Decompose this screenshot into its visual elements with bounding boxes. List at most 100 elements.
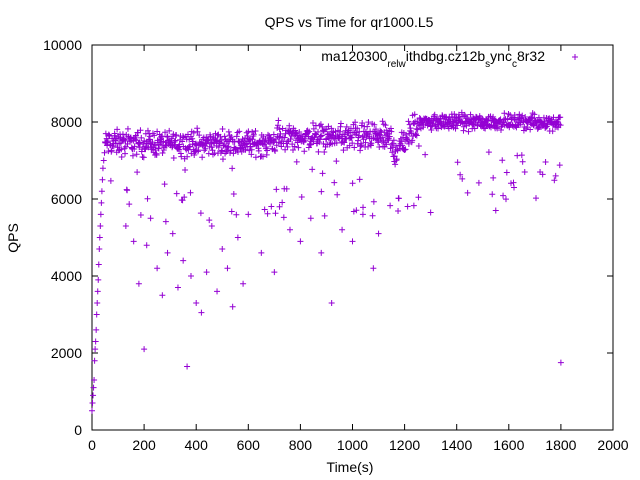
x-tick-label: 1800 <box>545 437 576 453</box>
data-point <box>483 116 490 123</box>
data-point <box>279 125 286 132</box>
data-point <box>414 126 421 133</box>
legend-fragment: w <box>398 59 407 70</box>
x-tick-label: 600 <box>237 437 261 453</box>
data-point <box>358 142 365 149</box>
legend-fragment: ithdbg.cz12b <box>406 48 486 64</box>
data-point <box>329 140 336 147</box>
data-point <box>249 136 256 143</box>
data-point <box>348 134 355 141</box>
data-point <box>377 127 384 134</box>
data-point <box>270 131 277 138</box>
data-point <box>246 147 253 154</box>
y-tick-label: 4000 <box>51 268 82 284</box>
x-tick-label: 1000 <box>337 437 368 453</box>
data-point <box>317 121 324 128</box>
data-point <box>301 148 308 155</box>
data-point <box>233 133 240 140</box>
data-point <box>452 114 459 121</box>
legend-fragment: 8r32 <box>517 48 545 64</box>
data-point <box>499 157 506 164</box>
data-point <box>298 194 305 201</box>
data-point <box>282 146 289 153</box>
data-point <box>328 125 335 132</box>
data-point <box>263 143 270 150</box>
data-point <box>393 156 400 163</box>
x-tick-label: 1400 <box>441 437 472 453</box>
data-point <box>219 125 226 132</box>
data-point <box>182 167 189 174</box>
data-point <box>96 234 103 241</box>
data-point <box>387 145 394 152</box>
data-point <box>234 234 241 241</box>
data-point <box>218 137 225 144</box>
data-point <box>151 132 158 139</box>
data-point <box>217 133 224 140</box>
data-point <box>89 400 96 407</box>
data-point <box>133 151 140 158</box>
data-point <box>166 127 173 134</box>
data-point <box>402 146 409 153</box>
data-point <box>365 119 372 126</box>
data-point <box>94 288 101 295</box>
data-point <box>350 208 357 215</box>
data-point <box>147 133 154 140</box>
data-point <box>306 128 313 135</box>
data-point <box>551 177 558 184</box>
data-point <box>379 134 386 141</box>
x-tick-label: 1600 <box>493 437 524 453</box>
data-point <box>309 166 316 173</box>
data-point <box>94 299 101 306</box>
data-point <box>519 158 526 165</box>
data-point <box>240 280 247 287</box>
data-point <box>539 171 546 178</box>
data-point <box>382 122 389 129</box>
data-point <box>518 152 525 159</box>
data-point <box>105 148 112 155</box>
data-point <box>283 185 290 192</box>
data-point <box>97 211 104 218</box>
data-point <box>194 128 201 135</box>
legend-marker <box>572 54 578 60</box>
data-point <box>389 149 396 156</box>
data-point <box>108 147 115 154</box>
y-axis-title: QPS <box>5 223 21 253</box>
data-point <box>310 119 317 126</box>
data-point <box>102 130 109 137</box>
data-point <box>349 140 356 147</box>
data-point <box>415 143 422 150</box>
data-point <box>134 169 141 176</box>
legend-fragment: ma120300 <box>321 48 387 64</box>
data-point <box>159 292 166 299</box>
data-point <box>386 133 393 140</box>
axis-ticks: 0 200 400 600 800 1000 1200 1400 1600 1800 2000 0 20… <box>43 37 629 453</box>
data-point <box>307 141 314 148</box>
data-point <box>170 131 177 138</box>
data-point <box>118 146 125 153</box>
data-point <box>431 111 438 118</box>
data-point <box>99 176 106 183</box>
data-point <box>252 154 259 161</box>
data-point <box>124 187 131 194</box>
data-point <box>277 130 284 137</box>
data-point <box>359 211 366 218</box>
data-point <box>104 138 111 145</box>
data-point <box>219 246 226 253</box>
data-point <box>206 217 213 224</box>
data-point <box>315 148 322 155</box>
data-point <box>302 137 309 144</box>
data-point <box>227 147 234 154</box>
data-point <box>130 238 137 245</box>
data-point <box>248 146 255 153</box>
x-tick-label: 1200 <box>389 437 420 453</box>
data-point <box>185 144 192 151</box>
data-point <box>276 203 283 210</box>
data-point <box>459 175 466 182</box>
data-point <box>228 134 235 141</box>
data-point <box>531 111 538 118</box>
data-point <box>467 111 474 118</box>
y-tick-label: 10000 <box>43 37 82 53</box>
data-point <box>154 128 161 135</box>
data-point <box>214 288 221 295</box>
